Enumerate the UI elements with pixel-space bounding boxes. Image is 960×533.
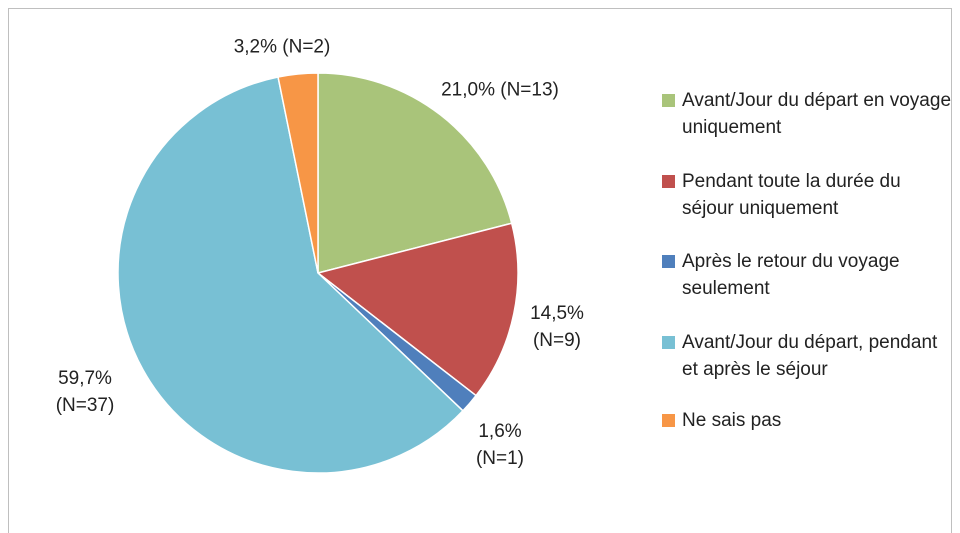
- legend-swatch: [662, 336, 675, 349]
- legend-swatch: [662, 255, 675, 268]
- legend-label: Pendant toute la durée du séjour uniquem…: [682, 171, 901, 219]
- legend-label: Avant/Jour du départ, pendant et après l…: [682, 332, 938, 380]
- data-label: 59,7% (N=37): [55, 368, 115, 416]
- pie-slice: [316, 222, 519, 397]
- pie-slice: [277, 72, 319, 274]
- chart-border: [8, 8, 952, 533]
- legend-label: Après le retour du voyage seulement: [682, 251, 900, 299]
- pie-slice: [317, 72, 513, 274]
- legend-swatch: [662, 414, 675, 427]
- legend-swatch: [662, 175, 675, 188]
- data-label: 1,6% (N=1): [475, 421, 525, 469]
- data-label: 3,2% (N=2): [233, 36, 331, 58]
- data-label: 21,0% (N=13): [441, 79, 559, 101]
- data-label: 14,5% (N=9): [530, 303, 584, 351]
- legend-swatch: [662, 94, 675, 107]
- pie-slice: [117, 76, 464, 474]
- legend-label: Ne sais pas: [682, 410, 782, 431]
- legend-label: Avant/Jour du départ en voyage uniquemen…: [682, 90, 952, 138]
